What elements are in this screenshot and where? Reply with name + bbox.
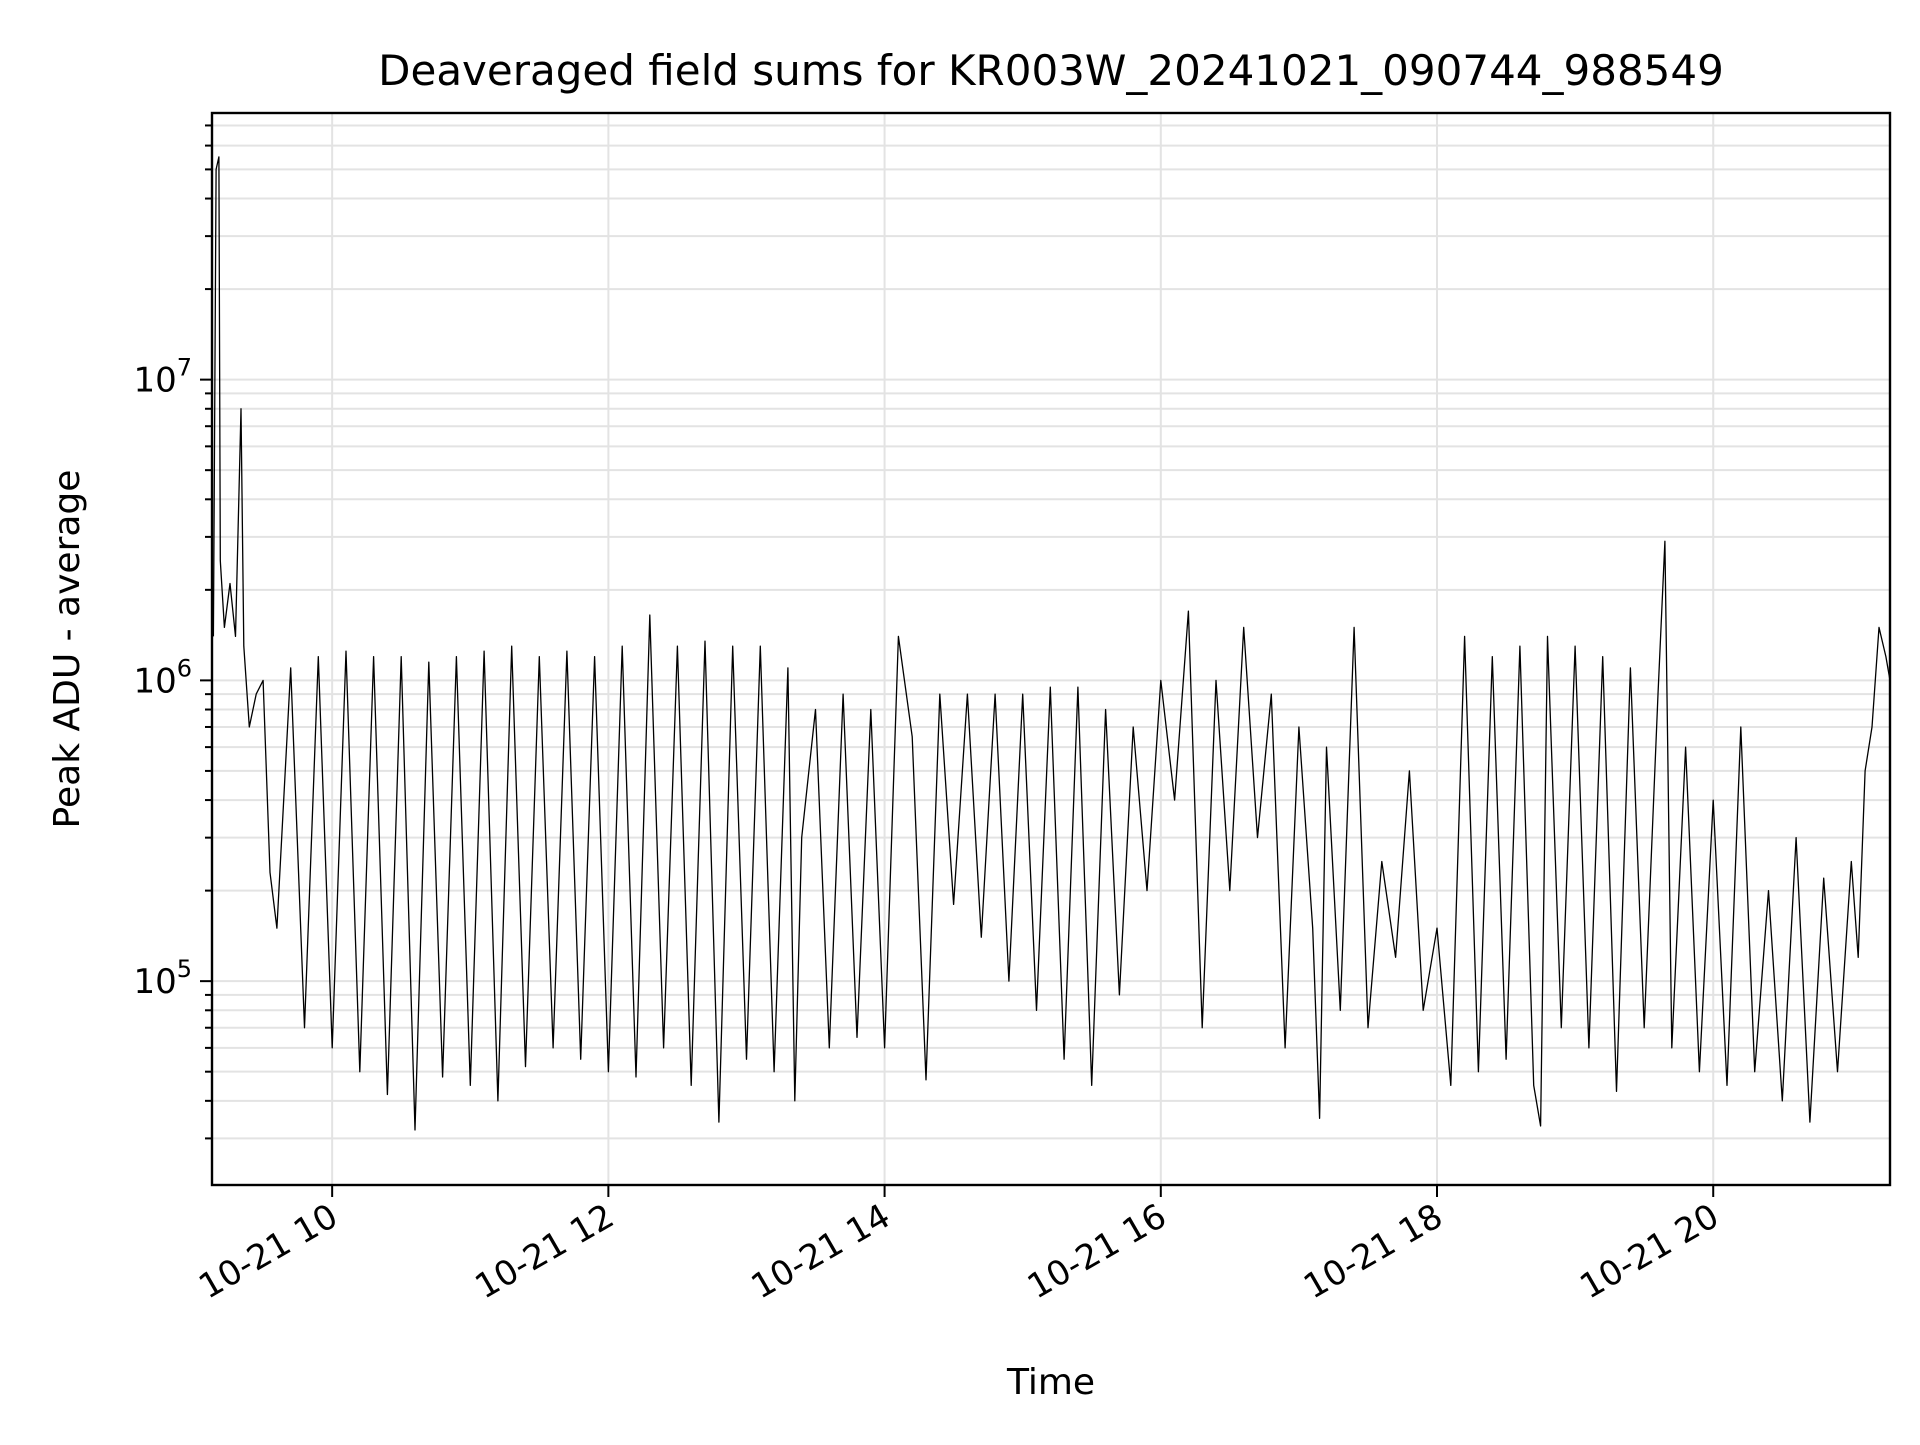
series-line	[212, 156, 1891, 1131]
y-tick-label: 107	[133, 354, 192, 401]
y-tick-label-base: 10	[133, 661, 176, 701]
y-tick-label: 106	[133, 654, 192, 701]
y-tick-label-exponent: 7	[177, 354, 192, 382]
y-tick-label-exponent: 6	[177, 654, 192, 682]
grid-layer	[212, 113, 1890, 1185]
y-tick-label-exponent: 5	[177, 955, 192, 983]
plot-frame	[210, 111, 1892, 1187]
data-layer	[212, 156, 1891, 1131]
y-tick-label: 105	[133, 955, 192, 1002]
y-axis-label: Peak ADU - average	[47, 470, 88, 829]
y-tick-label-base: 10	[133, 361, 176, 401]
x-axis-label: Time	[1006, 1362, 1095, 1403]
y-tick-label-base: 10	[133, 962, 176, 1002]
chart-title: Deaveraged field sums for KR003W_2024102…	[378, 46, 1724, 95]
